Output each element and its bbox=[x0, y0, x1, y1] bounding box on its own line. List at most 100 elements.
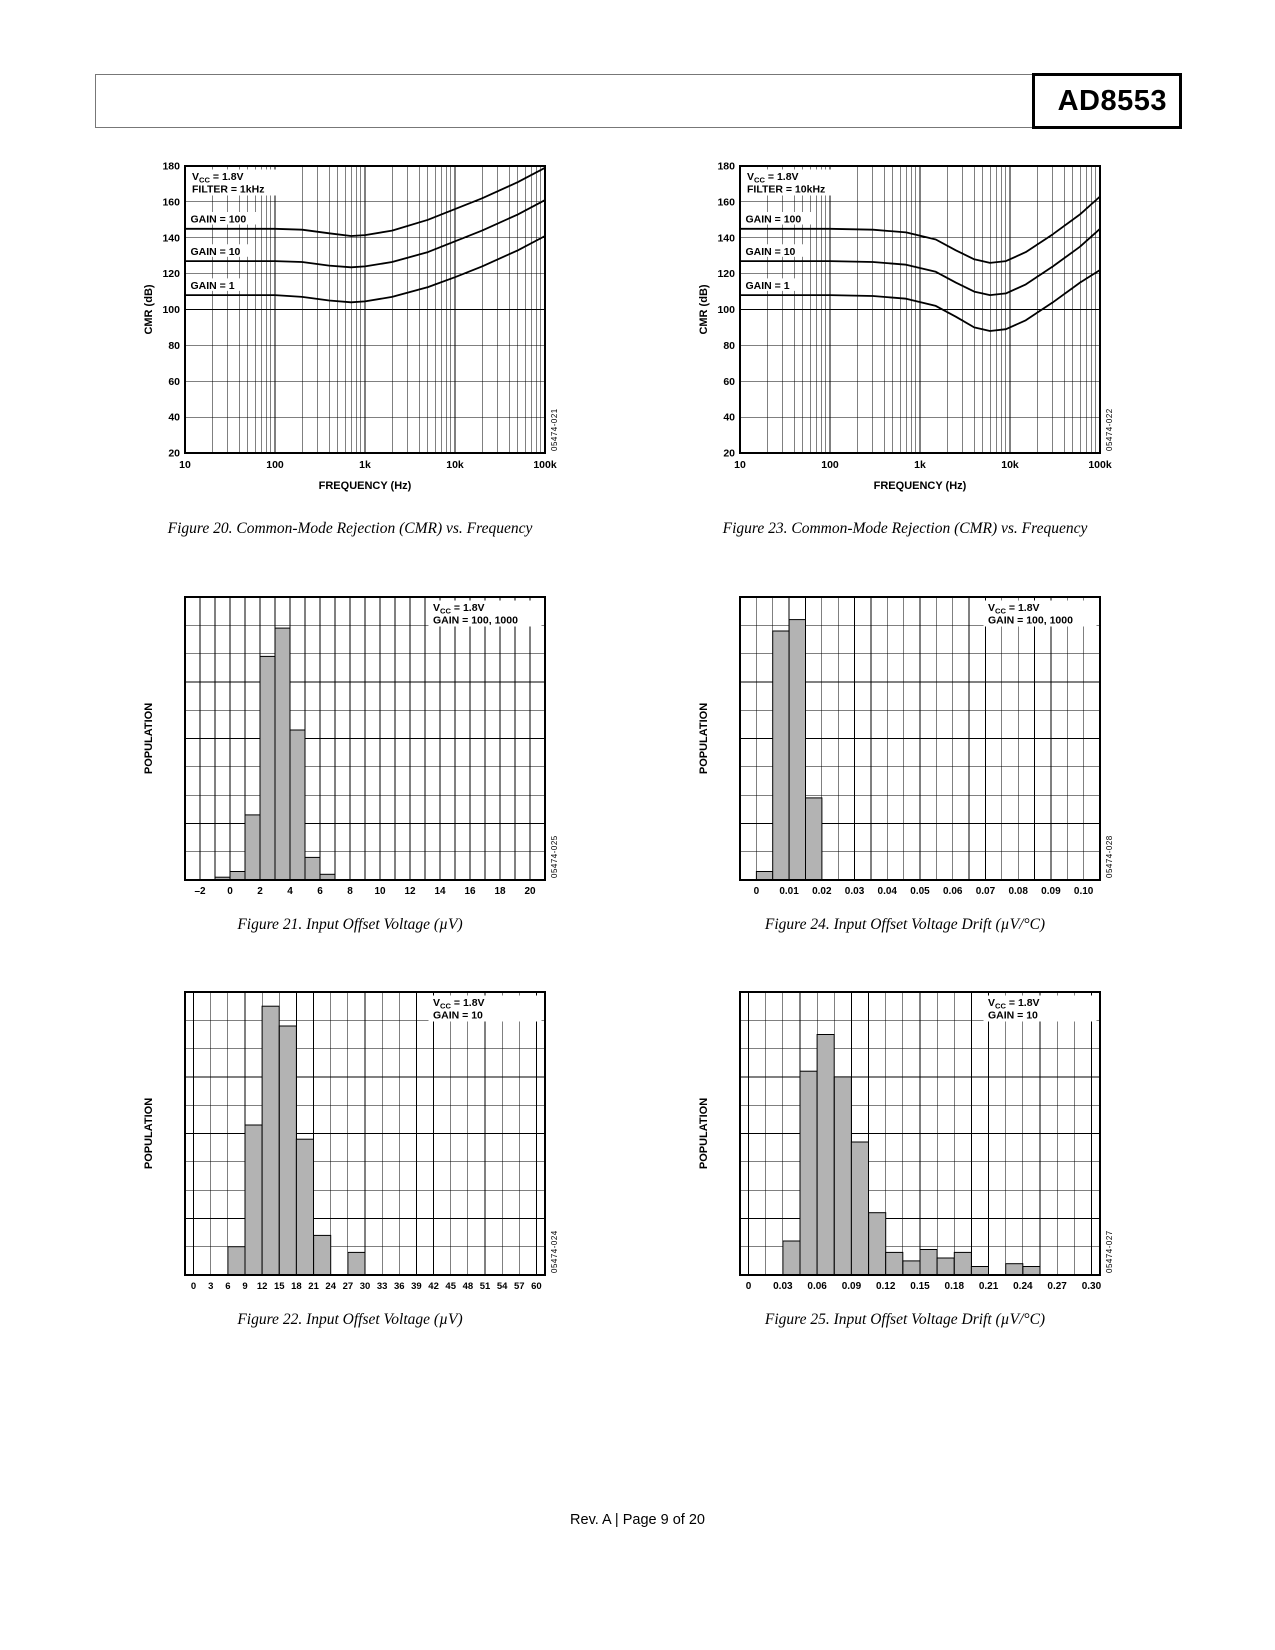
svg-text:24: 24 bbox=[325, 1281, 336, 1292]
svg-text:40: 40 bbox=[723, 412, 735, 424]
figure-23-caption: Figure 23. Common-Mode Rejection (CMR) v… bbox=[722, 520, 1088, 537]
svg-text:VCC = 1.8V: VCC = 1.8V bbox=[747, 171, 799, 185]
histogram-bars bbox=[755, 619, 823, 881]
chart-canvas: 0 0.01 0.02 0.03 0.04 0.05 0.06 0.07 0.08 0.09 0.1… bbox=[698, 596, 1114, 897]
grid-lines bbox=[185, 166, 545, 453]
svg-text:VCC = 1.8V: VCC = 1.8V bbox=[433, 602, 485, 616]
figure-25-caption: Figure 25. Input Offset Voltage Drift (µ… bbox=[764, 1311, 1046, 1328]
page-header: AD8553 bbox=[95, 73, 1182, 129]
svg-text:0.06: 0.06 bbox=[807, 1281, 827, 1292]
histogram-bar bbox=[244, 1124, 263, 1276]
svg-text:GAIN = 10: GAIN = 10 bbox=[191, 246, 241, 258]
chart-canvas: 20 40 60 80 100 120 140 160 180 10 100 1k 10k 100k FRE… bbox=[143, 161, 559, 493]
svg-text:1k: 1k bbox=[914, 459, 926, 471]
svg-text:80: 80 bbox=[723, 340, 735, 352]
svg-text:20: 20 bbox=[524, 886, 536, 897]
histogram-bar bbox=[799, 1070, 818, 1276]
figure-id-watermark: 05474-027 bbox=[1105, 1230, 1114, 1273]
svg-text:GAIN = 10: GAIN = 10 bbox=[433, 1010, 483, 1022]
svg-text:100: 100 bbox=[821, 459, 839, 471]
svg-text:60: 60 bbox=[168, 376, 180, 388]
curve bbox=[739, 269, 1101, 332]
svg-text:0: 0 bbox=[227, 886, 233, 897]
svg-text:33: 33 bbox=[377, 1281, 388, 1292]
histogram-bar bbox=[833, 1076, 852, 1276]
svg-text:20: 20 bbox=[723, 448, 735, 460]
svg-text:GAIN = 1: GAIN = 1 bbox=[191, 280, 235, 292]
svg-text:10k: 10k bbox=[1001, 459, 1019, 471]
curve bbox=[739, 195, 1101, 264]
svg-text:51: 51 bbox=[480, 1281, 491, 1292]
svg-text:0.18: 0.18 bbox=[945, 1281, 965, 1292]
histogram-bar bbox=[278, 1025, 297, 1276]
svg-text:POPULATION: POPULATION bbox=[698, 1098, 710, 1169]
figure-20-caption: Figure 20. Common-Mode Rejection (CMR) v… bbox=[167, 520, 533, 537]
svg-text:100: 100 bbox=[266, 459, 284, 471]
figure-id-watermark: 05474-022 bbox=[1105, 408, 1114, 451]
curve bbox=[184, 199, 546, 269]
svg-text:1k: 1k bbox=[359, 459, 371, 471]
histogram-bar bbox=[1022, 1266, 1041, 1276]
svg-text:6: 6 bbox=[225, 1281, 230, 1292]
svg-text:14: 14 bbox=[434, 886, 446, 897]
svg-text:0.06: 0.06 bbox=[943, 886, 963, 897]
svg-text:100k: 100k bbox=[533, 459, 557, 471]
histogram-bar bbox=[304, 856, 321, 881]
svg-text:12: 12 bbox=[257, 1281, 268, 1292]
axis-labels: –2 0 2 4 6 8 10 12 14 16 18 20 POPULATION 05474-025 bbox=[143, 703, 559, 897]
figure-id-watermark: 05474-021 bbox=[550, 408, 559, 451]
figure-24-offset-drift-histogram: 0 0.01 0.02 0.03 0.04 0.05 0.06 0.07 0.08 0.09 0.1… bbox=[690, 591, 1140, 908]
svg-text:POPULATION: POPULATION bbox=[698, 703, 710, 774]
figure-20-cmr-vs-frequency-chart: 20 40 60 80 100 120 140 160 180 10 100 1k 10k 100k FRE… bbox=[135, 158, 585, 505]
svg-text:GAIN = 10: GAIN = 10 bbox=[988, 1010, 1038, 1022]
cmr-curves bbox=[184, 166, 546, 304]
footer-text: Rev. A | Page 9 of 20 bbox=[570, 1512, 705, 1528]
histogram-bars bbox=[227, 1005, 366, 1276]
plot-frame bbox=[739, 596, 1101, 881]
curve bbox=[184, 235, 546, 304]
svg-text:6: 6 bbox=[317, 886, 323, 897]
svg-text:45: 45 bbox=[445, 1281, 456, 1292]
plot-frame bbox=[739, 991, 1101, 1276]
svg-text:48: 48 bbox=[463, 1281, 474, 1292]
svg-text:0.27: 0.27 bbox=[1047, 1281, 1067, 1292]
svg-text:39: 39 bbox=[411, 1281, 422, 1292]
svg-text:0.30: 0.30 bbox=[1082, 1281, 1102, 1292]
histogram-bar bbox=[289, 729, 306, 881]
svg-text:180: 180 bbox=[717, 161, 735, 173]
grid-lines bbox=[185, 992, 545, 1275]
chart-canvas: –2 0 2 4 6 8 10 12 14 16 18 20 POPULATION 05474-025 VC… bbox=[143, 596, 559, 897]
histogram-bar bbox=[244, 814, 261, 881]
grid-lines bbox=[185, 597, 545, 880]
svg-text:FREQUENCY (Hz): FREQUENCY (Hz) bbox=[874, 480, 967, 492]
histogram-bar bbox=[788, 619, 806, 881]
chart-canvas: 0 3 6 9 12 15 18 21 24 27 30 33 36 39 42 45 48 51 54 57 60PO… bbox=[143, 991, 559, 1292]
histogram-bar bbox=[259, 655, 276, 881]
svg-text:140: 140 bbox=[717, 232, 735, 244]
histogram-bar bbox=[885, 1251, 904, 1276]
svg-text:0.21: 0.21 bbox=[979, 1281, 999, 1292]
svg-text:10: 10 bbox=[734, 459, 746, 471]
svg-text:0.09: 0.09 bbox=[1041, 886, 1061, 897]
grid-lines bbox=[740, 992, 1100, 1275]
plot-frame bbox=[184, 991, 546, 1276]
figure-id-watermark: 05474-025 bbox=[550, 835, 559, 878]
curve bbox=[739, 227, 1101, 296]
figure-25-offset-drift-histogram: 0 0.03 0.06 0.09 0.12 0.15 0.18 0.21 0.24 0.27 0.3… bbox=[690, 986, 1140, 1303]
svg-text:CMR (dB): CMR (dB) bbox=[143, 284, 155, 334]
svg-text:VCC = 1.8V: VCC = 1.8V bbox=[433, 997, 485, 1011]
part-number-box: AD8553 bbox=[1032, 73, 1182, 129]
svg-text:9: 9 bbox=[242, 1281, 247, 1292]
axis-labels: 0 3 6 9 12 15 18 21 24 27 30 33 36 39 42 45 48 51 54 57 60PO… bbox=[143, 1098, 559, 1292]
axis-labels: 0 0.03 0.06 0.09 0.12 0.15 0.18 0.21 0.24 0.27 0.3… bbox=[698, 1098, 1114, 1292]
svg-text:3: 3 bbox=[208, 1281, 213, 1292]
svg-text:100: 100 bbox=[717, 304, 735, 316]
svg-text:0.02: 0.02 bbox=[812, 886, 832, 897]
histogram-bars bbox=[782, 1034, 1041, 1276]
svg-text:21: 21 bbox=[308, 1281, 319, 1292]
svg-text:CMR (dB): CMR (dB) bbox=[698, 284, 710, 334]
plot-frame bbox=[739, 165, 1101, 454]
svg-text:180: 180 bbox=[162, 161, 180, 173]
svg-text:0.09: 0.09 bbox=[842, 1281, 862, 1292]
